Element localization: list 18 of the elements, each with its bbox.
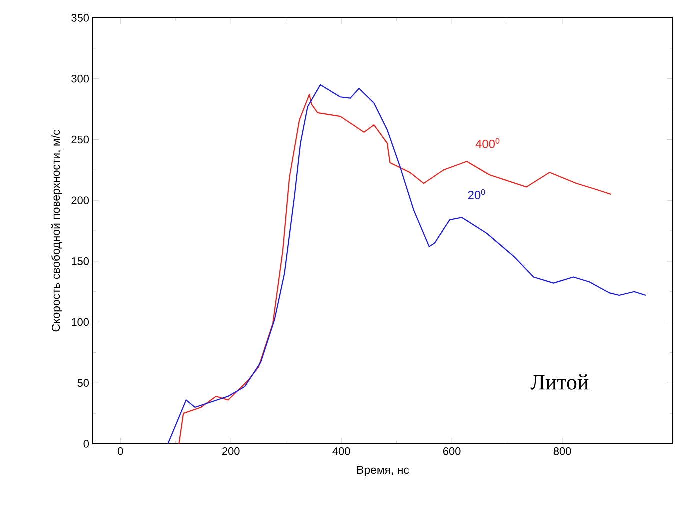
y-tick-label: 0 [84,440,90,448]
series-label: 20$^{0}$ [468,189,486,200]
y-tick-label: 350 [72,14,90,22]
series-label: 400$^{0}$ [476,138,500,148]
x-tick-label: 200 [222,448,240,456]
annotation: Литой [530,374,589,390]
x-tick-label: 400 [332,448,350,456]
x-tick-label: 600 [443,448,461,456]
x-tick-label: 800 [554,448,572,456]
y-tick-label: 150 [72,258,90,266]
y-tick-label: 250 [72,136,90,144]
x-tick-label: 0 [118,448,124,456]
y-tick-label: 200 [72,196,90,204]
y-axis-title: Скорость свободной поверхности, м/с [51,130,62,332]
y-tick-label: 50 [78,379,90,388]
y-tick-label: 100 [72,318,90,326]
x-axis-title: Время, нс [357,466,410,476]
y-tick-label: 300 [72,74,90,83]
